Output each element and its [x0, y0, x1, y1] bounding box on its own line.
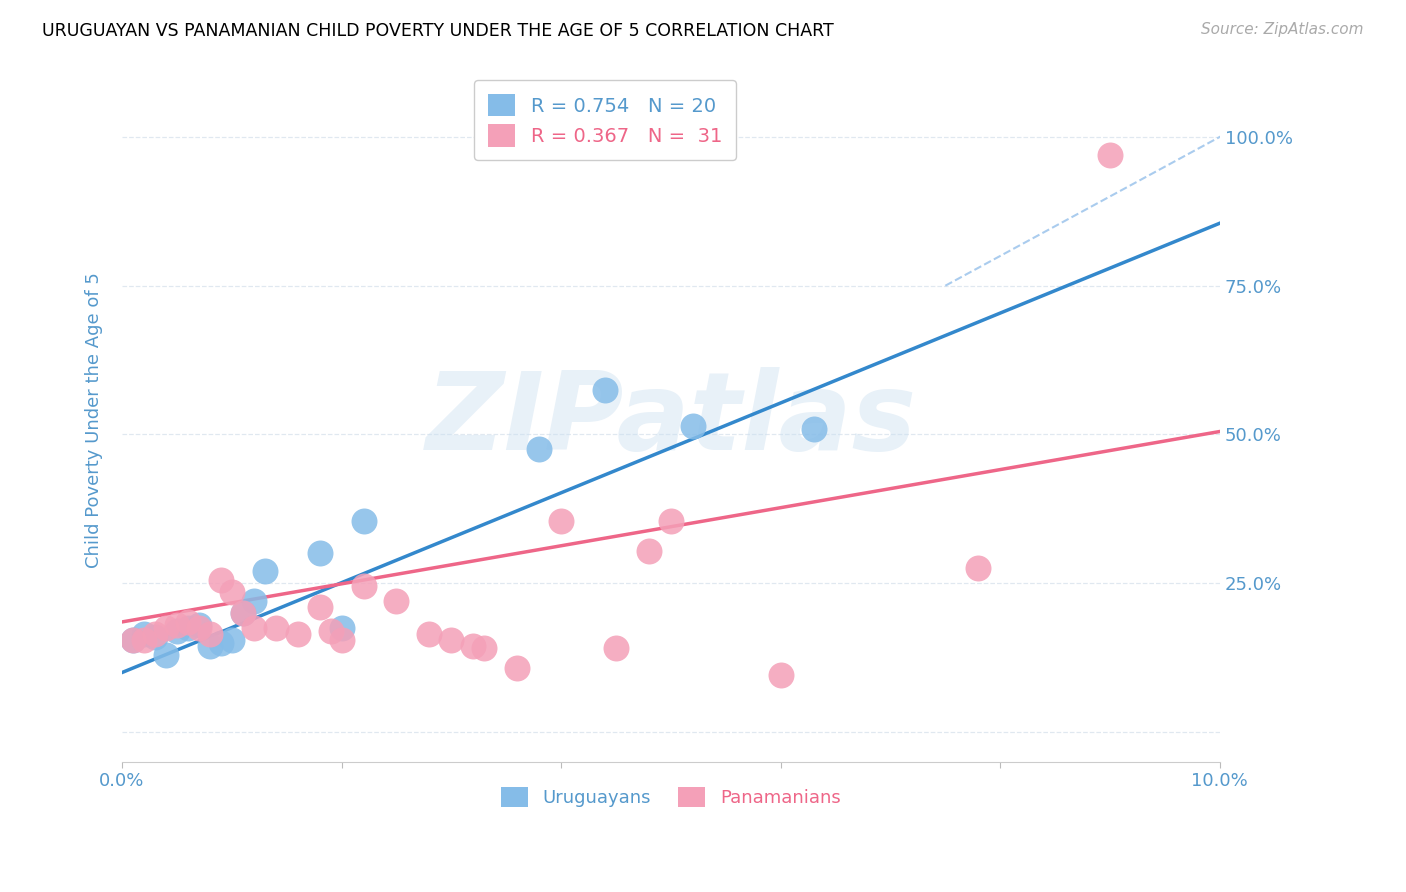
- Point: [232, 606, 254, 620]
- Y-axis label: Child Poverty Under the Age of 5: Child Poverty Under the Age of 5: [86, 272, 103, 567]
- Point: [209, 636, 232, 650]
- Point: [198, 639, 221, 653]
- Point: [659, 514, 682, 528]
- Point: [385, 594, 408, 608]
- Point: [132, 632, 155, 647]
- Point: [232, 606, 254, 620]
- Point: [166, 624, 188, 638]
- Point: [440, 632, 463, 647]
- Point: [221, 632, 243, 647]
- Point: [353, 579, 375, 593]
- Point: [221, 585, 243, 599]
- Point: [472, 640, 495, 655]
- Point: [1098, 148, 1121, 162]
- Point: [418, 627, 440, 641]
- Point: [353, 514, 375, 528]
- Point: [527, 442, 550, 457]
- Point: [550, 514, 572, 528]
- Point: [155, 648, 177, 662]
- Point: [638, 543, 661, 558]
- Point: [122, 632, 145, 647]
- Point: [682, 418, 704, 433]
- Point: [122, 632, 145, 647]
- Point: [242, 621, 264, 635]
- Point: [769, 668, 792, 682]
- Point: [264, 621, 287, 635]
- Point: [330, 632, 353, 647]
- Text: Source: ZipAtlas.com: Source: ZipAtlas.com: [1201, 22, 1364, 37]
- Point: [198, 627, 221, 641]
- Legend: Uruguayans, Panamanians: Uruguayans, Panamanians: [494, 780, 848, 814]
- Point: [177, 615, 200, 629]
- Point: [187, 621, 209, 635]
- Point: [506, 661, 529, 675]
- Point: [187, 618, 209, 632]
- Point: [593, 383, 616, 397]
- Point: [166, 618, 188, 632]
- Point: [242, 594, 264, 608]
- Point: [308, 600, 330, 615]
- Point: [209, 574, 232, 588]
- Point: [330, 621, 353, 635]
- Point: [132, 627, 155, 641]
- Point: [177, 621, 200, 635]
- Point: [143, 627, 166, 641]
- Point: [287, 627, 309, 641]
- Point: [967, 561, 990, 575]
- Point: [155, 621, 177, 635]
- Point: [319, 624, 342, 638]
- Point: [605, 640, 627, 655]
- Point: [143, 630, 166, 644]
- Point: [803, 421, 825, 435]
- Point: [308, 547, 330, 561]
- Point: [253, 565, 276, 579]
- Text: ZIPatlas: ZIPatlas: [426, 367, 917, 473]
- Point: [463, 639, 485, 653]
- Text: URUGUAYAN VS PANAMANIAN CHILD POVERTY UNDER THE AGE OF 5 CORRELATION CHART: URUGUAYAN VS PANAMANIAN CHILD POVERTY UN…: [42, 22, 834, 40]
